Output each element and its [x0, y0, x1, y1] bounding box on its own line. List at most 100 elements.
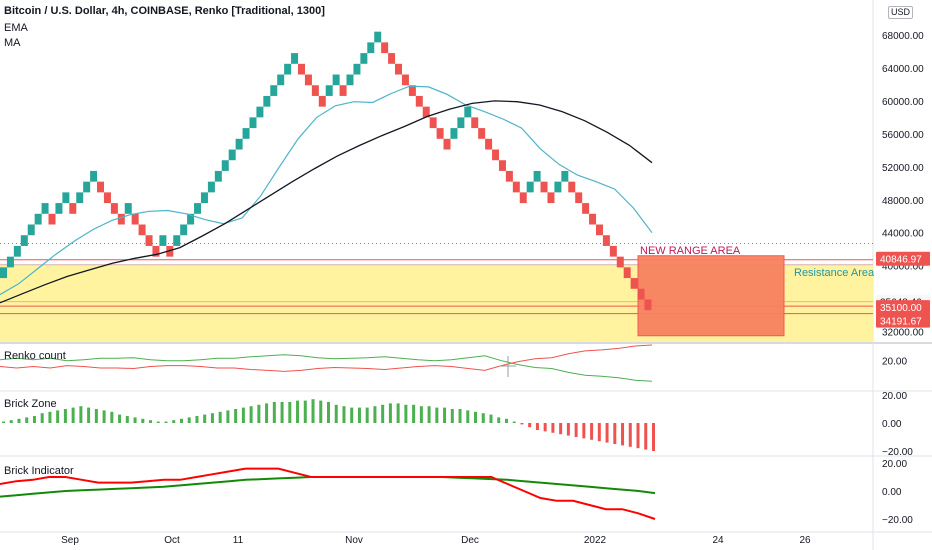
brick-zone-bar-44 [342, 406, 346, 423]
price-label-bg-2 [876, 300, 930, 315]
brick-zone-bar-16 [125, 416, 129, 423]
brick-zone-bar-53 [412, 404, 416, 423]
brick-zone-bar-10 [79, 406, 83, 423]
brick-zone-bar-67 [520, 423, 524, 425]
renko-brick-28 [194, 203, 202, 214]
renko-brick-64 [443, 138, 451, 150]
brick-zone-bar-28 [218, 411, 222, 423]
renko-brick-67 [464, 106, 472, 118]
brick-zone-bar-49 [381, 404, 385, 423]
x-tick-label-6: 24 [712, 535, 724, 546]
renko-brick-71 [492, 149, 500, 161]
renko-brick-74 [512, 181, 520, 193]
brick-zone-bar-37 [288, 402, 292, 423]
renko-brick-69 [478, 128, 486, 139]
brick-zone-bar-24 [187, 417, 191, 423]
renko-brick-73 [505, 170, 513, 182]
renko-brick-62 [429, 117, 437, 129]
price-label-3: 34191.67 [880, 317, 922, 328]
renko-brick-5 [34, 213, 42, 225]
brick-zone-bar-46 [357, 407, 361, 423]
renko-brick-14 [97, 181, 105, 193]
chart-title: Bitcoin / U.S. Dollar, 4h, COINBASE, Ren… [4, 5, 325, 17]
x-tick-label-1: Oct [164, 535, 180, 546]
brick-zone-bar-58 [450, 409, 454, 423]
price-label-0: 40846.97 [880, 255, 922, 266]
brick-zone-bar-55 [427, 406, 431, 423]
x-tick-label-4: Dec [461, 535, 479, 546]
renko-brick-70 [485, 138, 493, 150]
renko-brick-76 [526, 181, 534, 193]
renko-brick-80 [554, 181, 562, 193]
brick-zone-bar-75 [582, 423, 586, 439]
renko-brick-27 [187, 213, 195, 225]
brick-zone-bar-35 [272, 402, 276, 423]
brick-zone-bar-4 [32, 416, 36, 423]
brick-zone-bar-76 [590, 423, 594, 440]
renko-brick-84 [582, 203, 590, 214]
brick-zone-bar-20 [156, 421, 160, 423]
renko-brick-33 [228, 149, 236, 161]
brick-zone-bar-12 [94, 409, 98, 423]
renko-brick-10 [69, 203, 77, 214]
price-tick-label-5: 52000.00 [882, 163, 924, 174]
brick-zone-bar-18 [141, 418, 145, 423]
x-tick-label-0: Sep [61, 535, 79, 546]
renko-brick-6 [41, 203, 49, 214]
renko-brick-20 [138, 224, 146, 236]
renko-count-line-1 [0, 344, 653, 372]
brick-zone-tick-2: −20.00 [882, 447, 913, 458]
renko-brick-61 [422, 106, 430, 118]
brick-zone-bar-71 [551, 423, 555, 433]
renko-count-title: Renko count [4, 350, 66, 362]
renko-brick-44 [304, 74, 312, 86]
price-tick-label-3: 44000.00 [882, 229, 924, 240]
brick-zone-bar-83 [644, 423, 648, 450]
renko-brick-82 [568, 181, 576, 193]
price-tick-label-7: 60000.00 [882, 97, 924, 108]
brick-zone-bar-8 [63, 409, 67, 423]
renko-brick-55 [381, 42, 389, 54]
brick-zone-bar-56 [435, 407, 439, 423]
brick-zone-bar-65 [504, 418, 508, 423]
renko-brick-58 [401, 74, 409, 86]
brick-zone-bar-19 [149, 420, 153, 423]
brick-zone-bar-77 [597, 423, 601, 442]
renko-brick-81 [561, 170, 569, 182]
brick-zone-bar-66 [512, 421, 516, 423]
price-label-bg-3 [876, 313, 930, 328]
renko-brick-18 [124, 203, 132, 214]
brick-zone-bar-1 [9, 420, 13, 423]
renko-brick-72 [498, 160, 506, 171]
renko-brick-17 [117, 213, 125, 225]
renko-brick-35 [242, 128, 250, 139]
brick-zone-bar-9 [71, 407, 75, 423]
brick-zone-bar-45 [350, 407, 354, 423]
renko-brick-54 [374, 31, 382, 43]
brick-zone-bar-78 [605, 423, 609, 443]
brick-zone-bar-15 [118, 414, 122, 423]
renko-brick-30 [207, 181, 215, 193]
price-tick-label-4: 48000.00 [882, 196, 924, 207]
renko-brick-79 [547, 192, 555, 204]
renko-brick-38 [263, 95, 271, 107]
brick-zone-bar-84 [652, 423, 655, 451]
brick-zone-bar-52 [404, 404, 408, 423]
renko-brick-0 [0, 267, 7, 279]
renko-brick-24 [166, 245, 174, 257]
renko-brick-88 [609, 245, 617, 257]
brick-zone-bar-64 [497, 417, 501, 423]
ma-line [0, 100, 653, 304]
brick-zone-bar-17 [133, 417, 137, 423]
brick-zone-bar-7 [56, 410, 60, 423]
brick-zone-bar-59 [458, 409, 462, 423]
renko-brick-87 [602, 235, 610, 246]
ema-indicator-label[interactable]: EMA [4, 22, 28, 34]
currency-badge[interactable]: USD [888, 6, 914, 19]
brick-zone-title: Brick Zone [4, 398, 57, 410]
renko-count-line-0 [0, 354, 653, 382]
brick-zone-bar-69 [535, 423, 539, 430]
x-tick-label-7: 26 [799, 535, 811, 546]
ma-indicator-label[interactable]: MA [4, 37, 21, 49]
